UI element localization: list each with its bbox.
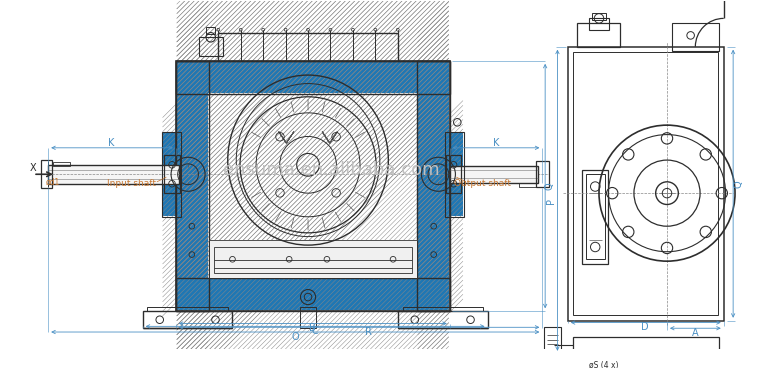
Bar: [672, 23, 719, 52]
Bar: [218, 32, 398, 61]
Bar: [176, 61, 450, 94]
Bar: [209, 240, 417, 278]
Bar: [574, 52, 718, 315]
Bar: [177, 279, 449, 310]
Bar: [200, 37, 223, 56]
Text: A: A: [692, 328, 699, 338]
Text: Q: Q: [545, 183, 555, 190]
Bar: [417, 61, 450, 311]
Bar: [588, 18, 610, 30]
Text: ød1: ød1: [46, 177, 60, 186]
Bar: [162, 133, 180, 216]
Bar: [213, 247, 412, 273]
Bar: [519, 183, 536, 187]
Bar: [402, 307, 483, 311]
Bar: [450, 166, 538, 183]
Bar: [446, 133, 463, 216]
Bar: [162, 132, 181, 217]
Bar: [176, 61, 450, 311]
Bar: [418, 62, 449, 310]
Bar: [177, 62, 208, 310]
Bar: [165, 155, 180, 193]
Text: P: P: [546, 198, 555, 204]
Text: X: X: [30, 163, 36, 173]
Bar: [177, 62, 449, 93]
Text: K: K: [108, 138, 115, 148]
Text: Q: Q: [734, 180, 744, 188]
Bar: [176, 61, 209, 311]
Bar: [544, 327, 561, 351]
Text: Input shaft: Input shaft: [107, 179, 156, 188]
Bar: [177, 279, 449, 310]
Bar: [586, 174, 605, 259]
Bar: [582, 170, 608, 264]
Bar: [568, 47, 724, 321]
Bar: [446, 155, 461, 193]
Text: C: C: [312, 326, 318, 336]
Bar: [40, 160, 52, 188]
Text: D: D: [642, 322, 649, 332]
Bar: [177, 62, 208, 310]
Bar: [53, 162, 70, 166]
Bar: [300, 307, 315, 328]
Text: ensuma.en.alibaba.com: ensuma.en.alibaba.com: [223, 160, 440, 178]
Bar: [398, 311, 488, 328]
Bar: [148, 307, 228, 311]
Bar: [176, 278, 450, 311]
Bar: [592, 13, 606, 20]
Bar: [536, 161, 549, 187]
Text: R: R: [365, 327, 372, 337]
Text: B: B: [309, 323, 316, 333]
Bar: [177, 62, 449, 93]
Bar: [418, 62, 449, 310]
Bar: [142, 311, 232, 328]
Bar: [48, 165, 178, 184]
Text: K: K: [493, 138, 499, 148]
Bar: [572, 337, 719, 354]
Text: Output shaft: Output shaft: [454, 179, 511, 188]
Bar: [578, 23, 620, 47]
Bar: [445, 132, 464, 217]
Bar: [206, 27, 216, 35]
Text: O: O: [291, 332, 299, 342]
Bar: [162, 133, 180, 216]
Bar: [446, 133, 463, 216]
Text: øS (4 x): øS (4 x): [588, 361, 618, 368]
